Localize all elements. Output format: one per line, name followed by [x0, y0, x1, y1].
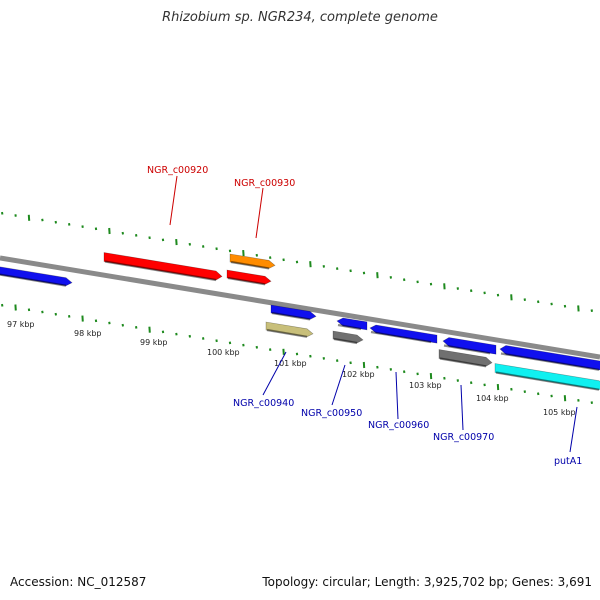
kbp-label: 105 kbp: [543, 408, 576, 417]
gene-feature-2[interactable]: [103, 252, 223, 281]
gene-feature-shadow: [333, 337, 358, 345]
gene-feature-shadow: [0, 273, 67, 287]
kbp-label: 102 kbp: [342, 370, 375, 379]
gene-feature-13[interactable]: [494, 363, 600, 391]
kbp-label: 101 kbp: [274, 359, 307, 368]
gene-features: [0, 252, 600, 391]
gene-feature-shadow: [337, 323, 362, 331]
gene-label-ngr-c00960[interactable]: NGR_c00960: [368, 420, 429, 431]
gene-label-puta1[interactable]: putA1: [554, 456, 582, 467]
gene-feature-10[interactable]: [442, 337, 497, 355]
gene-feature-4[interactable]: [226, 269, 272, 285]
kbp-label: 97 kbp: [7, 320, 35, 329]
gene-feature-shadow: [230, 260, 270, 270]
callout-leader-line: [262, 351, 287, 396]
kbp-label: 100 kbp: [207, 348, 240, 357]
gene-label-ngr-c00940[interactable]: NGR_c00940: [233, 398, 294, 409]
gene-feature-shadow: [271, 311, 311, 321]
gene-feature-shadow: [443, 344, 491, 355]
gene-feature-11[interactable]: [438, 349, 493, 367]
callout-leader-line: [255, 187, 264, 239]
gene-feature-7[interactable]: [336, 317, 368, 331]
gene-label-ngr-c00950[interactable]: NGR_c00950: [301, 408, 362, 419]
gene-feature-1[interactable]: [0, 266, 73, 287]
gene-feature-shadow: [439, 357, 487, 368]
kbp-labels: 97 kbp 98 kbp 99 kbp 100 kbp 101 kbp 102 kbp 1…: [7, 320, 576, 417]
gene-feature-shadow: [370, 330, 432, 344]
gene-feature-shadow: [266, 328, 308, 338]
gene-feature-shadow: [227, 276, 266, 286]
kbp-label: 98 kbp: [74, 329, 102, 338]
gene-feature-shadow: [495, 371, 600, 391]
page-title: Rhizobium sp. NGR234, complete genome: [162, 10, 438, 25]
gene-feature-3[interactable]: [229, 253, 276, 269]
genome-backbone: [0, 255, 600, 360]
gene-feature-8[interactable]: [332, 330, 364, 344]
callout-leader-line: [169, 175, 178, 226]
gene-feature-9[interactable]: [369, 324, 438, 344]
callout-leader-line: [395, 371, 399, 420]
gene-feature-5[interactable]: [270, 304, 317, 320]
kbp-label: 104 kbp: [476, 394, 509, 403]
kbp-label: 103 kbp: [409, 381, 442, 390]
callout-leader-line: [569, 406, 578, 453]
genome-stats-text: Topology: circular; Length: 3,925,702 bp…: [262, 575, 592, 589]
gene-label-ngr-c00920[interactable]: NGR_c00920: [147, 165, 208, 176]
gene-label-ngr-c00970[interactable]: NGR_c00970: [433, 432, 494, 443]
gene-feature-shadow: [500, 352, 600, 371]
gene-label-ngr-c00930[interactable]: NGR_c00930: [234, 178, 295, 189]
callout-leader-line: [331, 364, 346, 406]
gene-feature-shadow: [104, 260, 217, 282]
kbp-label: 99 kbp: [140, 338, 168, 347]
gene-feature-6[interactable]: [265, 321, 314, 338]
tick-marks: [1, 211, 593, 404]
gene-callouts: NGR_c00920 NGR_c00930 NGR_c00940 NGR_c00950…: [147, 165, 582, 467]
accession-text: Accession: NC_012587: [10, 575, 147, 589]
gene-feature-12[interactable]: [499, 345, 600, 371]
callout-leader-line: [460, 384, 464, 431]
